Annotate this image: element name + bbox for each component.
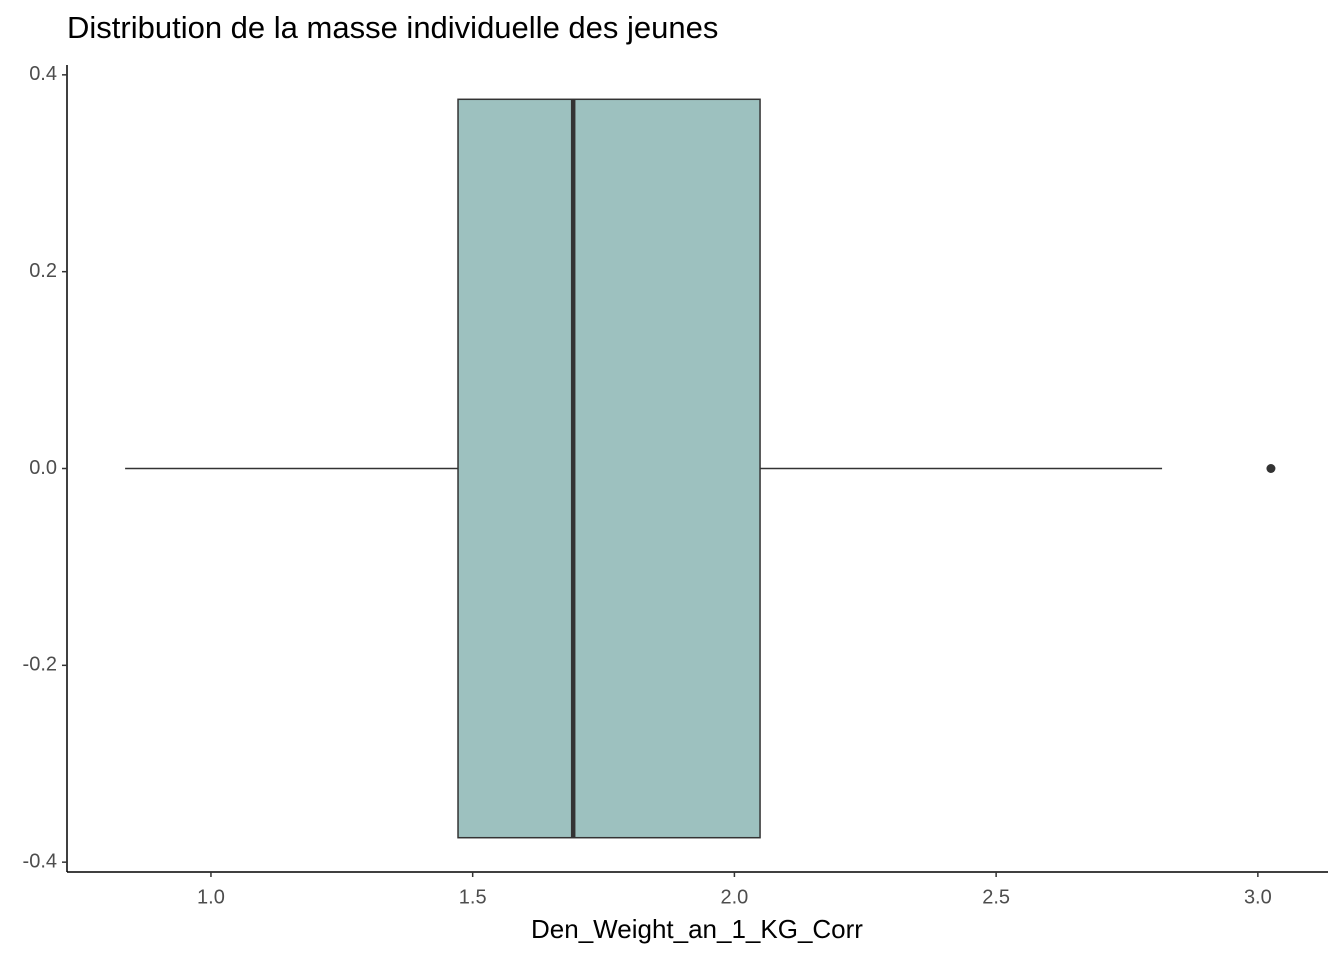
x-tick-label: 2.0 [720,886,748,908]
y-tick-label: -0.4 [23,850,57,872]
x-axis-label: Den_Weight_an_1_KG_Corr [531,914,863,944]
box [457,98,761,839]
y-tick-label: 0.0 [29,457,57,479]
y-tick-label: -0.2 [23,654,57,676]
y-tick-label: 0.4 [29,63,57,85]
x-tick-label: 1.5 [459,886,487,908]
outlier [1266,464,1276,473]
chart-title: Distribution de la masse individuelle de… [67,10,718,45]
y-tick-label: 0.2 [29,260,57,282]
x-tick-label: 2.5 [982,886,1010,908]
x-tick-label: 3.0 [1244,886,1272,908]
x-tick-label: 1.0 [197,886,225,908]
